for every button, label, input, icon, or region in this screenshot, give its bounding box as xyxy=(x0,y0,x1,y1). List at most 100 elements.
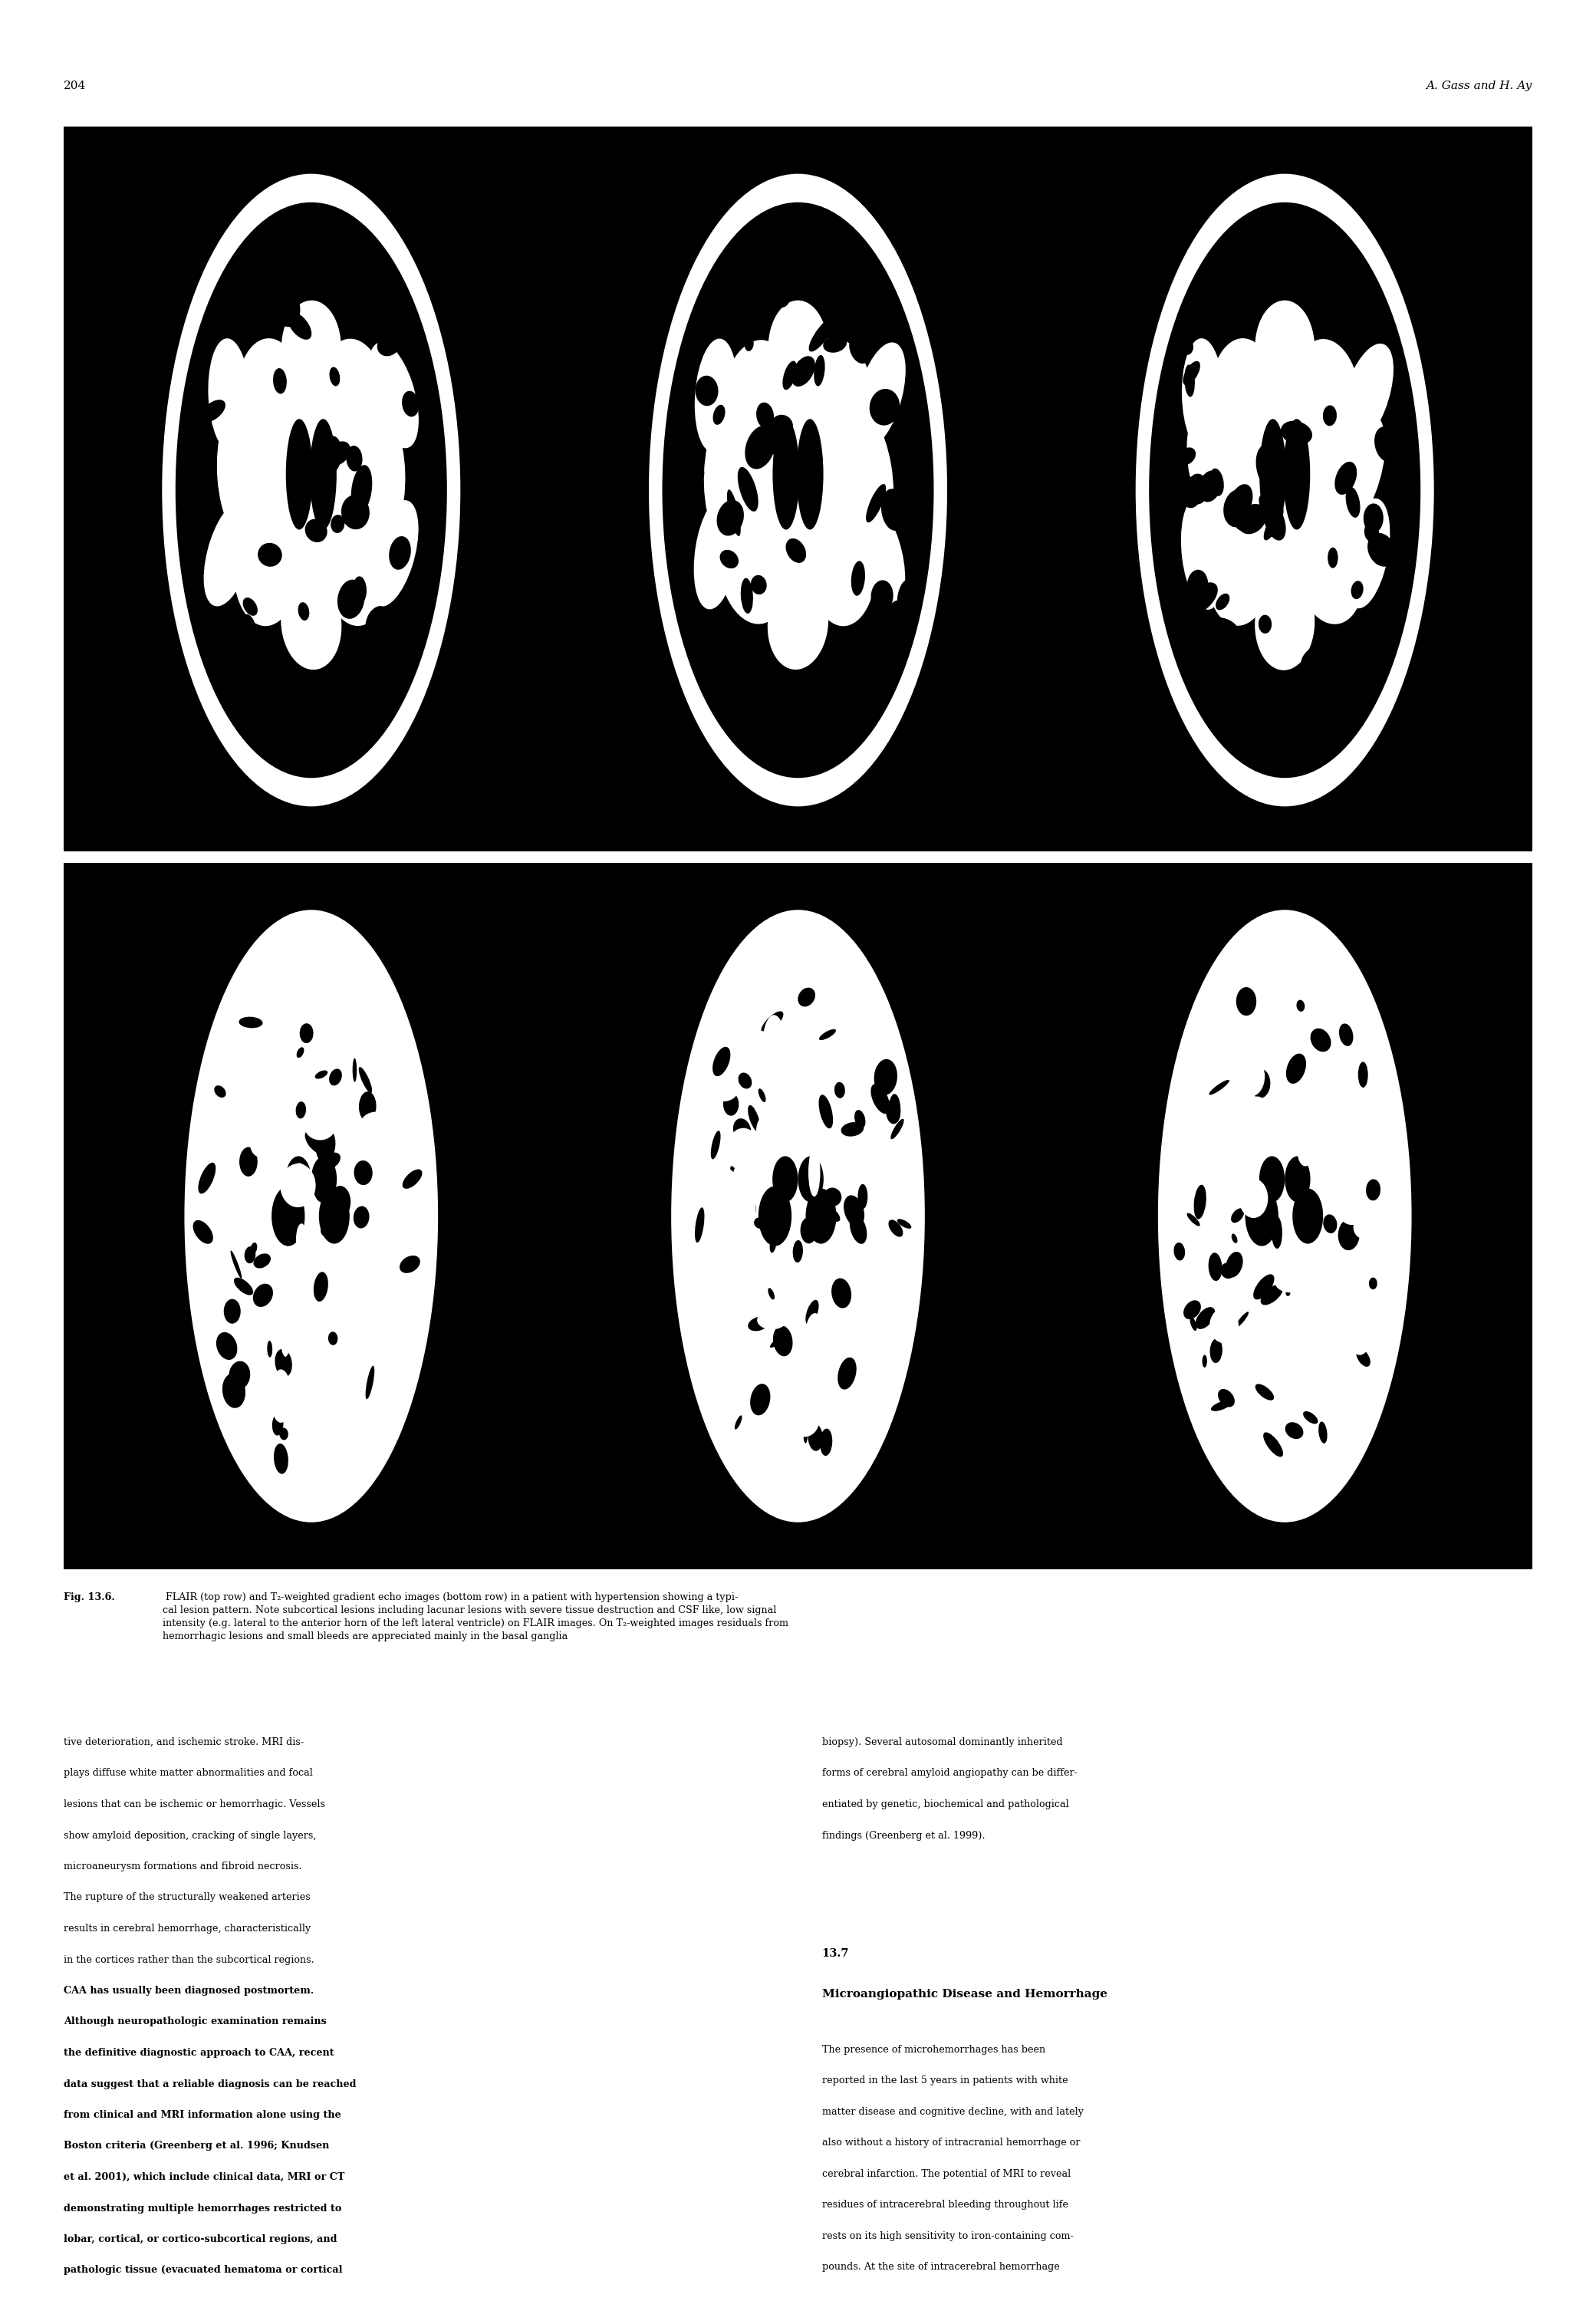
Ellipse shape xyxy=(251,1243,257,1254)
Ellipse shape xyxy=(712,1047,731,1077)
Ellipse shape xyxy=(809,513,876,626)
Ellipse shape xyxy=(322,513,389,626)
Ellipse shape xyxy=(768,301,828,396)
Ellipse shape xyxy=(305,1114,335,1139)
Ellipse shape xyxy=(650,175,946,805)
Ellipse shape xyxy=(342,495,370,529)
Ellipse shape xyxy=(1232,1233,1237,1243)
Ellipse shape xyxy=(1157,909,1412,1523)
Ellipse shape xyxy=(1298,1139,1314,1167)
Ellipse shape xyxy=(193,1220,214,1245)
Ellipse shape xyxy=(215,1332,238,1360)
Ellipse shape xyxy=(1248,283,1272,311)
Ellipse shape xyxy=(800,1217,817,1243)
Ellipse shape xyxy=(1259,1155,1285,1201)
Text: lobar, cortical, or cortico-subcortical regions, and: lobar, cortical, or cortico-subcortical … xyxy=(64,2234,337,2243)
Ellipse shape xyxy=(824,336,847,352)
Ellipse shape xyxy=(734,1415,742,1429)
Ellipse shape xyxy=(1353,1215,1377,1240)
Ellipse shape xyxy=(798,987,816,1006)
Ellipse shape xyxy=(1261,1284,1283,1305)
Text: pounds. At the site of intracerebral hemorrhage: pounds. At the site of intracerebral hem… xyxy=(822,2262,1060,2271)
Ellipse shape xyxy=(717,499,744,536)
Ellipse shape xyxy=(897,580,911,614)
Ellipse shape xyxy=(1216,594,1229,610)
Ellipse shape xyxy=(844,1194,865,1226)
Ellipse shape xyxy=(372,1114,389,1134)
Ellipse shape xyxy=(871,1084,891,1114)
Ellipse shape xyxy=(841,1123,863,1137)
Ellipse shape xyxy=(316,1127,335,1162)
Ellipse shape xyxy=(361,1111,393,1137)
Text: plays diffuse white matter abnormalities and focal: plays diffuse white matter abnormalities… xyxy=(64,1767,313,1779)
Ellipse shape xyxy=(897,1220,911,1229)
Ellipse shape xyxy=(806,1187,836,1245)
Ellipse shape xyxy=(713,405,725,426)
Text: pathologic tissue (evacuated hematoma or cortical: pathologic tissue (evacuated hematoma or… xyxy=(64,2264,343,2276)
Ellipse shape xyxy=(346,446,362,472)
Ellipse shape xyxy=(326,442,351,465)
Ellipse shape xyxy=(768,1289,774,1300)
Ellipse shape xyxy=(761,1010,784,1033)
Ellipse shape xyxy=(370,1132,393,1164)
Text: 13.7: 13.7 xyxy=(822,1949,849,1958)
Ellipse shape xyxy=(785,538,806,564)
Text: demonstrating multiple hemorrhages restricted to: demonstrating multiple hemorrhages restr… xyxy=(64,2204,342,2214)
Ellipse shape xyxy=(1366,1178,1381,1201)
Ellipse shape xyxy=(281,1164,316,1208)
Ellipse shape xyxy=(1337,1194,1366,1224)
Ellipse shape xyxy=(321,435,342,474)
Ellipse shape xyxy=(776,1222,785,1236)
Ellipse shape xyxy=(316,437,340,456)
Ellipse shape xyxy=(239,1017,263,1029)
Ellipse shape xyxy=(1181,338,1224,451)
Text: et al. 2001), which include clinical data, MRI or CT: et al. 2001), which include clinical dat… xyxy=(64,2172,345,2181)
Ellipse shape xyxy=(1203,617,1238,642)
Ellipse shape xyxy=(1301,1081,1328,1139)
Ellipse shape xyxy=(220,617,239,651)
Ellipse shape xyxy=(769,423,795,460)
Ellipse shape xyxy=(855,499,905,607)
Ellipse shape xyxy=(1357,1348,1371,1367)
Ellipse shape xyxy=(750,1197,757,1213)
Text: tive deterioration, and ischemic stroke. MRI dis-: tive deterioration, and ischemic stroke.… xyxy=(64,1737,303,1746)
Ellipse shape xyxy=(854,308,868,331)
Ellipse shape xyxy=(246,453,332,591)
Ellipse shape xyxy=(334,1201,350,1238)
Ellipse shape xyxy=(763,1026,784,1056)
Ellipse shape xyxy=(275,1348,292,1376)
Text: FLAIR (top row) and T₂-weighted gradient echo images (bottom row) in a patient w: FLAIR (top row) and T₂-weighted gradient… xyxy=(163,1592,788,1641)
Ellipse shape xyxy=(377,331,401,357)
Text: Fig. 13.6.: Fig. 13.6. xyxy=(64,1592,115,1601)
Ellipse shape xyxy=(763,1015,785,1075)
Ellipse shape xyxy=(286,1155,311,1201)
Ellipse shape xyxy=(1296,1001,1306,1012)
Ellipse shape xyxy=(305,1132,324,1155)
Ellipse shape xyxy=(337,580,364,619)
Ellipse shape xyxy=(683,513,693,543)
Ellipse shape xyxy=(1258,244,1272,272)
Ellipse shape xyxy=(362,290,385,341)
Ellipse shape xyxy=(327,1012,343,1042)
Ellipse shape xyxy=(303,1187,310,1201)
Ellipse shape xyxy=(705,1213,726,1263)
Ellipse shape xyxy=(365,605,388,635)
Ellipse shape xyxy=(838,1358,857,1390)
Ellipse shape xyxy=(281,380,370,538)
Ellipse shape xyxy=(790,1406,819,1436)
Ellipse shape xyxy=(319,338,386,451)
Ellipse shape xyxy=(217,405,271,543)
Ellipse shape xyxy=(1350,580,1363,598)
Text: microaneurysm formations and fibroid necrosis.: microaneurysm formations and fibroid nec… xyxy=(64,1862,302,1871)
Ellipse shape xyxy=(745,426,776,469)
Ellipse shape xyxy=(721,1293,749,1328)
Ellipse shape xyxy=(1246,1098,1267,1127)
Ellipse shape xyxy=(330,515,345,534)
Ellipse shape xyxy=(271,1185,305,1247)
Ellipse shape xyxy=(361,663,386,679)
Ellipse shape xyxy=(1259,1174,1275,1203)
Ellipse shape xyxy=(723,1093,739,1116)
Ellipse shape xyxy=(1254,301,1315,396)
Ellipse shape xyxy=(849,1213,867,1245)
Ellipse shape xyxy=(321,1153,340,1169)
